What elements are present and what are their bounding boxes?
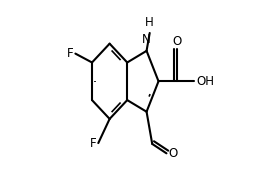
Text: O: O: [172, 35, 181, 48]
Text: N: N: [142, 33, 151, 46]
Text: F: F: [90, 137, 96, 150]
Text: F: F: [67, 47, 74, 60]
Text: H: H: [145, 16, 154, 28]
Text: OH: OH: [196, 75, 214, 88]
Text: O: O: [168, 147, 177, 160]
